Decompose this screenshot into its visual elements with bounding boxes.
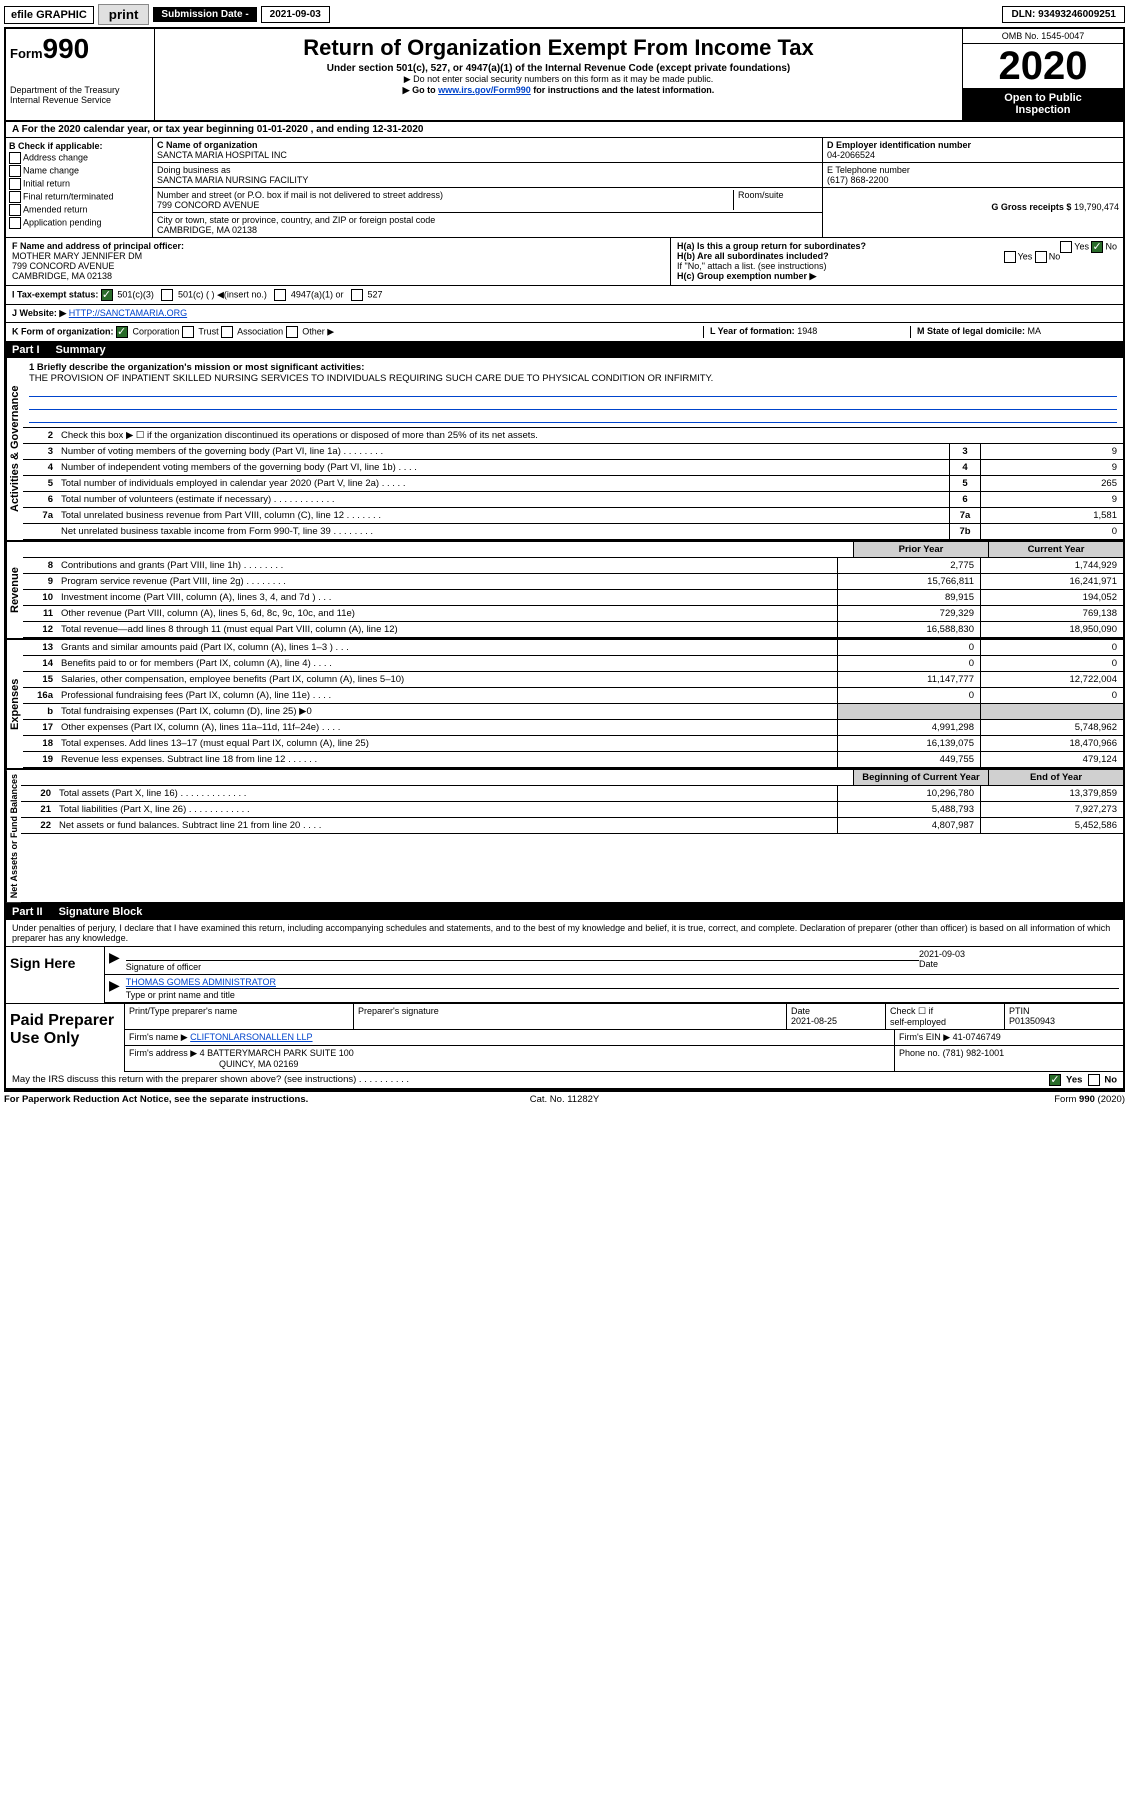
line-18: 18 Total expenses. Add lines 13–17 (must… bbox=[23, 736, 1123, 752]
line-7b: Net unrelated business taxable income fr… bbox=[23, 524, 1123, 540]
phone: (617) 868-2200 bbox=[827, 175, 1119, 185]
header-right: OMB No. 1545-0047 2020 Open to PublicIns… bbox=[962, 29, 1123, 120]
part1-header: Part I Summary bbox=[6, 342, 1123, 358]
line-20: 20 Total assets (Part X, line 16) . . . … bbox=[21, 786, 1123, 802]
line-16a: 16a Professional fundraising fees (Part … bbox=[23, 688, 1123, 704]
line-21: 21 Total liabilities (Part X, line 26) .… bbox=[21, 802, 1123, 818]
cb-trust[interactable] bbox=[182, 326, 194, 338]
print-button[interactable]: print bbox=[98, 4, 150, 25]
col-b: B Check if applicable: Address change Na… bbox=[6, 138, 153, 237]
part2-header: Part II Signature Block bbox=[6, 904, 1123, 920]
line-11: 11 Other revenue (Part VIII, column (A),… bbox=[23, 606, 1123, 622]
cb-corp[interactable] bbox=[116, 326, 128, 338]
row-i: I Tax-exempt status: 501(c)(3) 501(c) ( … bbox=[6, 286, 1123, 305]
penalty-text: Under penalties of perjury, I declare th… bbox=[6, 920, 1123, 946]
form-990: Form990 Department of the Treasury Inter… bbox=[4, 27, 1125, 1092]
row-a: A For the 2020 calendar year, or tax yea… bbox=[6, 122, 1123, 138]
line-10: 10 Investment income (Part VIII, column … bbox=[23, 590, 1123, 606]
row-k: K Form of organization: Corporation Trus… bbox=[6, 323, 1123, 342]
section-netassets: Net Assets or Fund Balances Beginning of… bbox=[6, 770, 1123, 904]
line-7a: 7a Total unrelated business revenue from… bbox=[23, 508, 1123, 524]
line-6: 6 Total number of volunteers (estimate i… bbox=[23, 492, 1123, 508]
city: CAMBRIDGE, MA 02138 bbox=[157, 225, 818, 235]
line-12: 12 Total revenue—add lines 8 through 11 … bbox=[23, 622, 1123, 638]
cb-discuss-no[interactable] bbox=[1088, 1074, 1100, 1086]
arrow-icon: ▶ bbox=[109, 949, 126, 972]
submission-date: 2021-09-03 bbox=[261, 6, 330, 23]
footer: For Paperwork Reduction Act Notice, see … bbox=[4, 1092, 1125, 1107]
website-link[interactable]: HTTP://SANCTAMARIA.ORG bbox=[69, 308, 187, 318]
cb-501c3[interactable] bbox=[101, 289, 113, 301]
header-left: Form990 Department of the Treasury Inter… bbox=[6, 29, 155, 120]
line-4: 4 Number of independent voting members o… bbox=[23, 460, 1123, 476]
line-3: 3 Number of voting members of the govern… bbox=[23, 444, 1123, 460]
cb-pending[interactable]: Application pending bbox=[9, 217, 149, 229]
section-expenses: Expenses 13 Grants and similar amounts p… bbox=[6, 640, 1123, 770]
row-fh: F Name and address of principal officer:… bbox=[6, 238, 1123, 286]
line-22: 22 Net assets or fund balances. Subtract… bbox=[21, 818, 1123, 834]
form-title: Return of Organization Exempt From Incom… bbox=[159, 35, 958, 61]
efile-label: efile GRAPHIC bbox=[4, 6, 94, 24]
dln: DLN: 93493246009251 bbox=[1002, 6, 1125, 23]
cb-527[interactable] bbox=[351, 289, 363, 301]
firm-link[interactable]: CLIFTONLARSONALLEN LLP bbox=[190, 1032, 312, 1042]
form-header: Form990 Department of the Treasury Inter… bbox=[6, 29, 1123, 122]
line-5: 5 Total number of individuals employed i… bbox=[23, 476, 1123, 492]
cb-address[interactable]: Address change bbox=[9, 152, 149, 164]
cb-501c[interactable] bbox=[161, 289, 173, 301]
line-17: 17 Other expenses (Part IX, column (A), … bbox=[23, 720, 1123, 736]
street: 799 CONCORD AVENUE bbox=[157, 200, 733, 210]
instructions-link[interactable]: www.irs.gov/Form990 bbox=[438, 85, 531, 95]
section-activities: Activities & Governance 1 Briefly descri… bbox=[6, 358, 1123, 542]
cb-discuss-yes[interactable] bbox=[1049, 1074, 1061, 1086]
line-9: 9 Program service revenue (Part VIII, li… bbox=[23, 574, 1123, 590]
mission: 1 Briefly describe the organization's mi… bbox=[23, 358, 1123, 428]
col-c: C Name of organization SANCTA MARIA HOSP… bbox=[153, 138, 823, 237]
line-15: 15 Salaries, other compensation, employe… bbox=[23, 672, 1123, 688]
arrow-icon: ▶ bbox=[109, 977, 126, 1000]
irs-discuss: May the IRS discuss this return with the… bbox=[6, 1072, 1123, 1090]
cb-initial[interactable]: Initial return bbox=[9, 178, 149, 190]
line-8: 8 Contributions and grants (Part VIII, l… bbox=[23, 558, 1123, 574]
line-13: 13 Grants and similar amounts paid (Part… bbox=[23, 640, 1123, 656]
ein: 04-2066524 bbox=[827, 150, 1119, 160]
row-j: J Website: ▶ HTTP://SANCTAMARIA.ORG bbox=[6, 305, 1123, 323]
cb-assoc[interactable] bbox=[221, 326, 233, 338]
cb-other[interactable] bbox=[286, 326, 298, 338]
col-de-g: D Employer identification number 04-2066… bbox=[823, 138, 1123, 237]
section-revenue: Revenue Prior YearCurrent Year 8 Contrib… bbox=[6, 542, 1123, 640]
block-bcdefg: B Check if applicable: Address change Na… bbox=[6, 138, 1123, 238]
header-center: Return of Organization Exempt From Incom… bbox=[155, 29, 962, 120]
cb-name[interactable]: Name change bbox=[9, 165, 149, 177]
gross-receipts: 19,790,474 bbox=[1074, 202, 1119, 212]
cb-amended[interactable]: Amended return bbox=[9, 204, 149, 216]
line-b: b Total fundraising expenses (Part IX, c… bbox=[23, 704, 1123, 720]
officer-name-link[interactable]: THOMAS GOMES ADMINISTRATOR bbox=[126, 977, 276, 987]
top-bar: efile GRAPHIC print Submission Date - 20… bbox=[4, 4, 1125, 25]
line-14: 14 Benefits paid to or for members (Part… bbox=[23, 656, 1123, 672]
cb-final[interactable]: Final return/terminated bbox=[9, 191, 149, 203]
cb-4947[interactable] bbox=[274, 289, 286, 301]
signature-block: Sign Here ▶ Signature of officer 2021-09… bbox=[6, 946, 1123, 1003]
org-name: SANCTA MARIA HOSPITAL INC bbox=[157, 150, 818, 160]
dba: SANCTA MARIA NURSING FACILITY bbox=[157, 175, 818, 185]
submission-label: Submission Date - bbox=[153, 7, 256, 22]
preparer-block: Paid Preparer Use Only Print/Type prepar… bbox=[6, 1003, 1123, 1072]
line-19: 19 Revenue less expenses. Subtract line … bbox=[23, 752, 1123, 768]
